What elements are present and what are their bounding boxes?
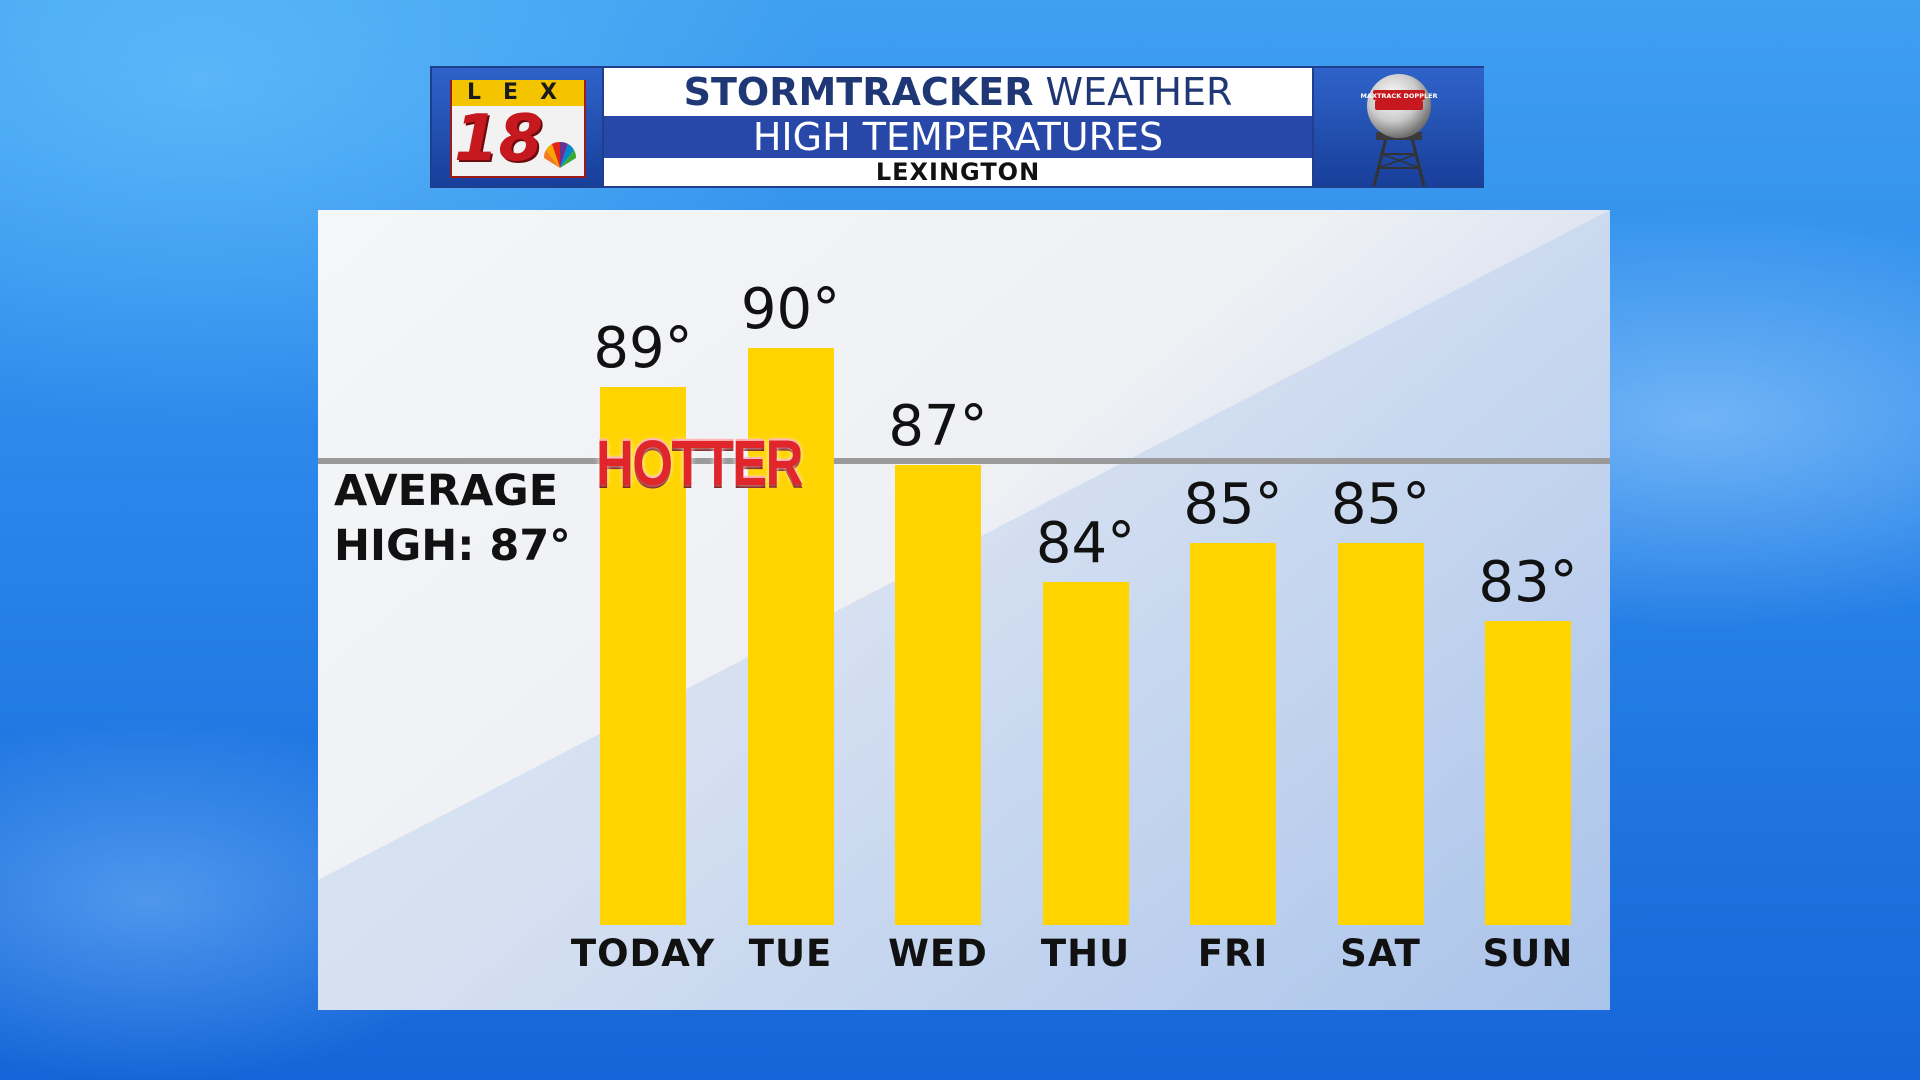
logo-badge: LEX 18 bbox=[450, 80, 586, 178]
header-banner: LEX 18 STORMTRACKER WEATHER HIGH TEMPERA… bbox=[430, 66, 1484, 188]
logo-letters: LEX bbox=[452, 80, 584, 106]
bar-series: 89° TODAY 90° TUE 87° WED 84° THU 85° FRI 85° SAT 83… bbox=[318, 210, 1610, 1010]
day-label-wed: WED bbox=[888, 932, 988, 975]
bar-sun bbox=[1485, 621, 1571, 925]
day-label-thu: THU bbox=[1040, 932, 1131, 975]
banner-title: STORMTRACKER WEATHER bbox=[604, 70, 1312, 114]
value-label-sun: 83° bbox=[1478, 550, 1578, 615]
day-label-today: TODAY bbox=[570, 932, 716, 975]
location-label: LEXINGTON bbox=[875, 158, 1041, 186]
value-label-tue: 90° bbox=[740, 277, 841, 342]
hotter-annotation: HOTTER bbox=[596, 427, 804, 499]
station-logo: LEX 18 bbox=[432, 68, 604, 186]
bar-sat bbox=[1337, 543, 1424, 925]
bar-thu bbox=[1042, 582, 1129, 925]
radar-icon-text: MAXTRACK DOPPLER bbox=[1360, 92, 1437, 100]
bar-today bbox=[600, 387, 686, 925]
bar-fri bbox=[1190, 543, 1276, 925]
bar-tue bbox=[747, 348, 834, 925]
average-high-line bbox=[318, 458, 1610, 464]
bar-wed bbox=[895, 465, 981, 925]
chart-title: HIGH TEMPERATURES bbox=[604, 116, 1312, 158]
logo-number: 18 bbox=[454, 102, 544, 176]
chart-panel: AVERAGE HIGH: 87° 89° TODAY 90° TUE 87° WED 84… bbox=[318, 210, 1610, 1010]
value-label-thu: 84° bbox=[1035, 511, 1136, 576]
banner-title-area: STORMTRACKER WEATHER HIGH TEMPERATURES L… bbox=[604, 68, 1312, 186]
banner-title-bold: STORMTRACKER bbox=[683, 70, 1034, 114]
day-label-fri: FRI bbox=[1197, 932, 1269, 975]
value-label-today: 89° bbox=[593, 316, 693, 381]
average-high-label: AVERAGE HIGH: 87° bbox=[334, 464, 604, 574]
value-label-sat: 85° bbox=[1330, 472, 1431, 537]
value-label-fri: 85° bbox=[1183, 472, 1283, 537]
radar-logo: MAXTRACK DOPPLER bbox=[1312, 68, 1484, 187]
banner-title-rest: WEATHER bbox=[1033, 70, 1233, 114]
average-label-line1: AVERAGE bbox=[334, 466, 559, 516]
day-label-tue: TUE bbox=[748, 932, 833, 975]
average-label-line2: HIGH: 87° bbox=[334, 521, 571, 571]
value-label-wed: 87° bbox=[888, 394, 988, 459]
radar-tower-icon: MAXTRACK DOPPLER bbox=[1360, 74, 1438, 187]
day-label-sun: SUN bbox=[1482, 932, 1574, 975]
peacock-icon bbox=[543, 141, 577, 168]
day-label-sat: SAT bbox=[1340, 932, 1421, 975]
